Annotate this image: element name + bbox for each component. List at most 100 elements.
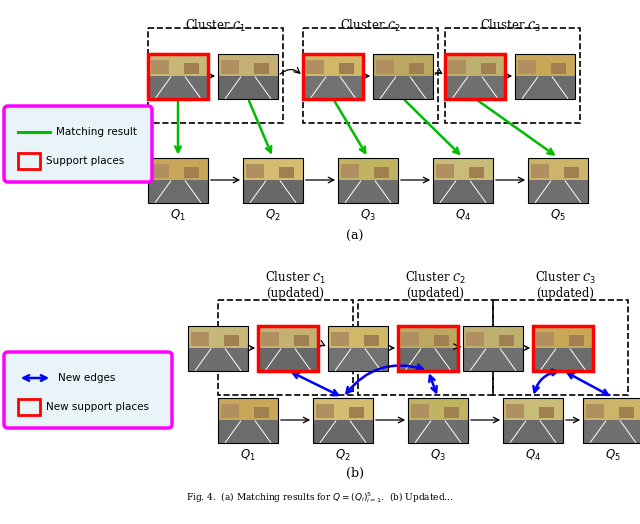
Bar: [433, 158, 493, 202]
Bar: [303, 53, 363, 76]
Bar: [148, 28, 283, 123]
Bar: [373, 53, 433, 99]
Bar: [518, 60, 536, 74]
Text: Cluster $\mathcal{C}_1$: Cluster $\mathcal{C}_1$: [265, 270, 325, 286]
Bar: [188, 325, 248, 348]
Bar: [218, 398, 278, 420]
Text: $Q_2$: $Q_2$: [335, 448, 351, 463]
Text: Support places: Support places: [46, 156, 124, 166]
Bar: [218, 53, 278, 76]
Bar: [448, 60, 466, 74]
Bar: [515, 76, 575, 99]
Bar: [564, 167, 579, 178]
Bar: [445, 53, 505, 76]
Bar: [373, 53, 433, 76]
Text: Cluster $\mathcal{C}_2$: Cluster $\mathcal{C}_2$: [340, 18, 400, 34]
Bar: [583, 398, 640, 420]
Bar: [533, 348, 593, 370]
Bar: [515, 53, 575, 99]
Bar: [463, 348, 523, 370]
Bar: [515, 53, 575, 76]
Bar: [444, 407, 459, 418]
Bar: [373, 76, 433, 99]
FancyBboxPatch shape: [4, 106, 152, 182]
Bar: [218, 300, 353, 395]
Bar: [243, 180, 303, 202]
Bar: [586, 404, 604, 418]
Bar: [18, 399, 40, 415]
Bar: [499, 334, 514, 346]
Bar: [306, 60, 324, 74]
Bar: [243, 158, 303, 180]
Bar: [408, 420, 468, 442]
Bar: [466, 332, 484, 346]
Bar: [313, 398, 373, 420]
Bar: [279, 167, 294, 178]
Text: New edges: New edges: [58, 373, 115, 383]
Bar: [148, 180, 208, 202]
Bar: [148, 53, 208, 99]
Bar: [349, 407, 364, 418]
Bar: [506, 404, 524, 418]
Bar: [436, 164, 454, 178]
Bar: [246, 164, 264, 178]
Bar: [243, 158, 303, 202]
Bar: [503, 420, 563, 442]
Bar: [148, 158, 208, 202]
Bar: [339, 62, 354, 74]
Text: Cluster $\mathcal{C}_3$: Cluster $\mathcal{C}_3$: [479, 18, 540, 34]
Bar: [376, 60, 394, 74]
Bar: [224, 334, 239, 346]
Bar: [313, 398, 373, 442]
Bar: [528, 180, 588, 202]
Bar: [536, 332, 554, 346]
Bar: [341, 164, 359, 178]
Bar: [398, 325, 458, 348]
FancyBboxPatch shape: [4, 352, 172, 428]
Text: (updated): (updated): [406, 287, 464, 300]
Bar: [254, 407, 269, 418]
Bar: [191, 332, 209, 346]
Bar: [619, 407, 634, 418]
Bar: [463, 325, 523, 348]
Bar: [18, 153, 40, 169]
Text: (b): (b): [346, 467, 364, 480]
Bar: [303, 76, 363, 99]
Bar: [258, 325, 318, 370]
Bar: [328, 325, 388, 348]
Bar: [218, 420, 278, 442]
Bar: [331, 332, 349, 346]
Bar: [218, 76, 278, 99]
Bar: [374, 167, 389, 178]
Text: $Q_3$: $Q_3$: [360, 208, 376, 223]
Bar: [583, 398, 640, 442]
Bar: [463, 325, 523, 370]
Bar: [364, 334, 379, 346]
Bar: [433, 180, 493, 202]
Text: Cluster $\mathcal{C}_2$: Cluster $\mathcal{C}_2$: [404, 270, 465, 286]
Bar: [503, 398, 563, 442]
Bar: [188, 325, 248, 370]
Bar: [294, 334, 309, 346]
Bar: [148, 53, 208, 76]
Bar: [221, 60, 239, 74]
Text: Matching result: Matching result: [56, 127, 137, 137]
Bar: [401, 332, 419, 346]
Bar: [184, 62, 199, 74]
Bar: [338, 158, 398, 202]
Text: Cluster $\mathcal{C}_3$: Cluster $\mathcal{C}_3$: [534, 270, 595, 286]
Bar: [316, 404, 334, 418]
Bar: [218, 53, 278, 99]
Bar: [258, 348, 318, 370]
Text: $Q_1$: $Q_1$: [170, 208, 186, 223]
Bar: [445, 76, 505, 99]
Text: $Q_3$: $Q_3$: [430, 448, 446, 463]
Bar: [148, 76, 208, 99]
Text: (updated): (updated): [536, 287, 594, 300]
Bar: [188, 348, 248, 370]
Bar: [411, 404, 429, 418]
Bar: [408, 398, 468, 442]
Text: $Q_1$: $Q_1$: [240, 448, 256, 463]
Text: (updated): (updated): [266, 287, 324, 300]
Bar: [533, 325, 593, 348]
